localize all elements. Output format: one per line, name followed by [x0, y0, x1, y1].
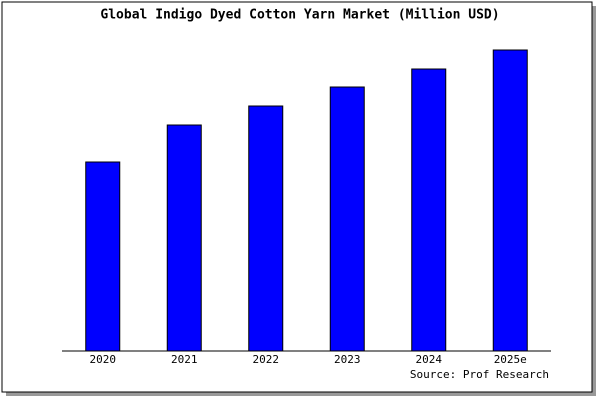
x-tick-label: 2022	[253, 353, 280, 366]
x-tick-label: 2020	[90, 353, 117, 366]
bar	[85, 161, 121, 352]
x-tick-label: 2023	[334, 353, 361, 366]
bar	[248, 105, 284, 352]
x-tick-label: 2021	[171, 353, 198, 366]
bar	[166, 124, 202, 352]
chart-title: Global Indigo Dyed Cotton Yarn Market (M…	[100, 8, 499, 23]
bar	[411, 68, 447, 352]
x-tick-label: 2024	[416, 353, 443, 366]
bar	[492, 49, 528, 352]
source-note: Source: Prof Research	[410, 368, 549, 381]
bar	[329, 86, 365, 352]
x-tick-label: 2025e	[494, 353, 527, 366]
